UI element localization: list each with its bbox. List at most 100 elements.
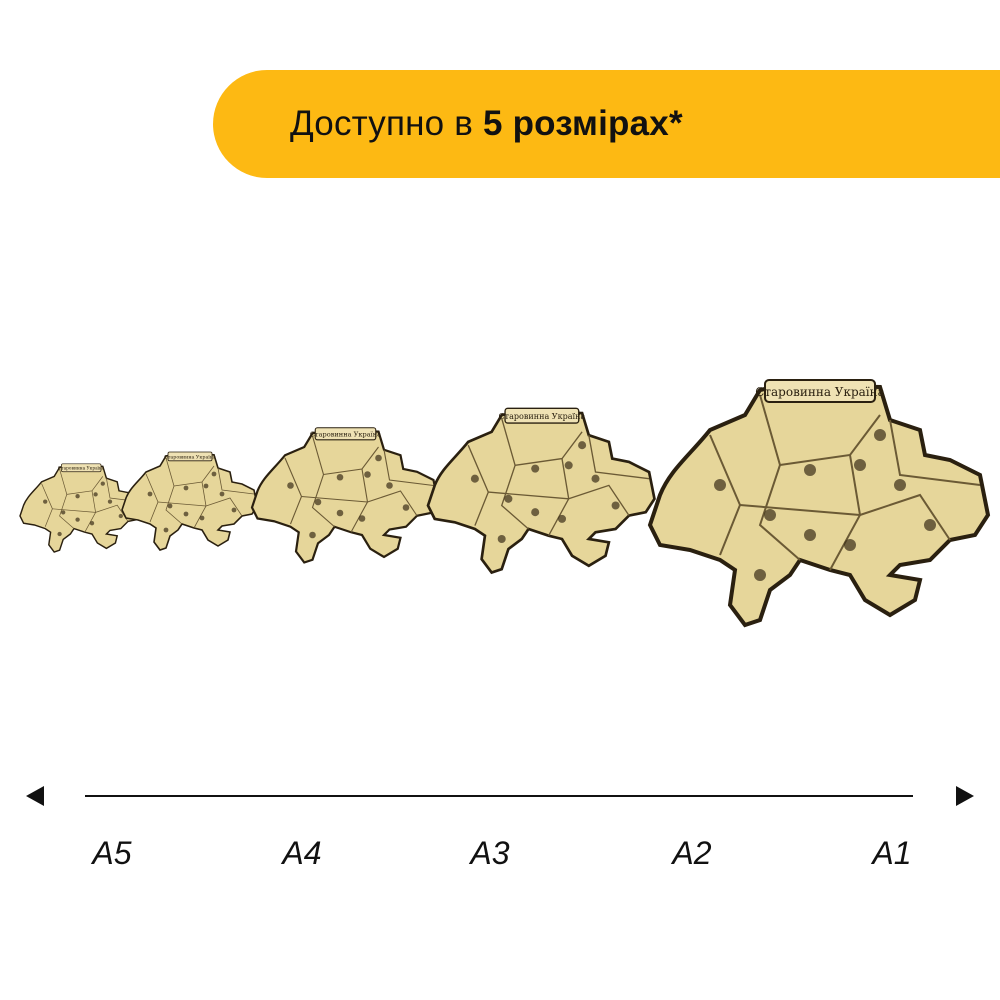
map-illustration [470,474,479,483]
map-illustration [375,454,382,462]
map-illustration [231,507,237,513]
map-illustration [183,511,189,517]
map-illustration [578,441,587,450]
map-illustration [754,569,766,581]
region-border [165,457,183,525]
size-label-a4: A4 [282,835,322,871]
region-border [66,476,104,495]
map-illustration [386,482,393,489]
size-label-a2: A2 [672,835,712,871]
map-outline [121,453,259,551]
puzzle-map-a1: Старовинна Україна [647,379,991,628]
map-illustration [531,508,540,517]
map-illustration [564,461,573,470]
triangle-left-icon [26,786,44,806]
map-illustration [591,474,600,483]
region-border [311,435,335,528]
region-border [758,394,801,561]
map-outline [426,410,656,575]
map-illustration [764,509,776,521]
region-border [467,444,490,526]
map-illustration [874,429,886,441]
puzzle-map-a5: Старовинна Україна [19,463,143,553]
region-border [367,490,418,517]
map-illustration [75,517,80,522]
map-illustration [203,483,209,489]
map-title-lettering: Старовинна Україна [164,454,216,460]
map-illustration [611,501,620,510]
title-scroll [61,463,102,473]
map-illustration [336,473,344,481]
region-border [588,435,650,480]
map-illustration [61,510,66,515]
map-illustration [118,513,123,519]
region-border [157,501,207,507]
map-illustration [844,539,856,551]
map-illustration [894,479,906,491]
map-illustration [43,499,48,504]
map-illustration [167,503,173,509]
map-illustration [854,459,866,471]
size-label-a5: A5 [92,835,132,871]
title-scroll [764,379,876,403]
puzzle-map-a2: Старовинна Україна [426,407,656,575]
map-illustration [93,492,98,497]
map-illustration [75,494,80,499]
map-illustration [211,471,217,477]
map-outline [647,382,991,628]
map-illustration [107,499,113,504]
region-border [500,418,529,530]
map-illustration [199,515,205,521]
map-illustration [924,519,936,531]
map-illustration [309,531,316,539]
map-illustration [89,521,95,526]
map-illustration [804,529,816,541]
map-title-lettering: Старовинна Україна [755,385,885,399]
triangle-right-icon [956,786,974,806]
map-outline [250,429,440,564]
map-title-lettering: Старовинна Україна [58,467,105,472]
region-border [859,493,951,541]
title-scroll [504,407,580,424]
map-illustration [714,479,726,491]
size-label-a1: A1 [872,835,912,871]
map-illustration [804,464,816,476]
map-illustration [358,515,366,522]
region-border [217,467,255,495]
map-outline [19,464,143,553]
region-border [568,484,630,516]
map-illustration [100,481,105,486]
map-title-lettering: Старовинна Україна [310,431,381,439]
size-label-a3: A3 [470,835,510,871]
map-illustration [557,514,567,523]
puzzle-map-a3: Старовинна Україна [250,427,440,564]
map-illustration [504,494,513,503]
size-scale-line [85,795,913,797]
region-border [41,483,53,527]
map-illustration [219,491,225,497]
region-border [52,508,96,513]
map-illustration [183,485,189,491]
title-scroll [167,451,213,462]
region-border [739,504,861,516]
map-illustration [57,531,62,537]
map-illustration [147,491,153,497]
region-border [205,497,243,517]
map-illustration [314,498,322,506]
region-border [889,419,981,486]
region-border [488,491,569,500]
banner-text: Доступно в 5 розмірах* [290,104,683,143]
map-illustration [163,527,169,533]
region-border [59,469,75,529]
map-illustration [531,464,540,473]
region-border [301,495,368,503]
map-illustration [497,534,506,544]
title-scroll [314,427,377,441]
region-border [84,490,96,533]
map-illustration [287,482,294,489]
map-illustration [364,471,371,478]
map-illustration [336,509,344,517]
map-illustration [402,504,410,511]
map-title-lettering: Старовинна Україна [499,412,586,421]
